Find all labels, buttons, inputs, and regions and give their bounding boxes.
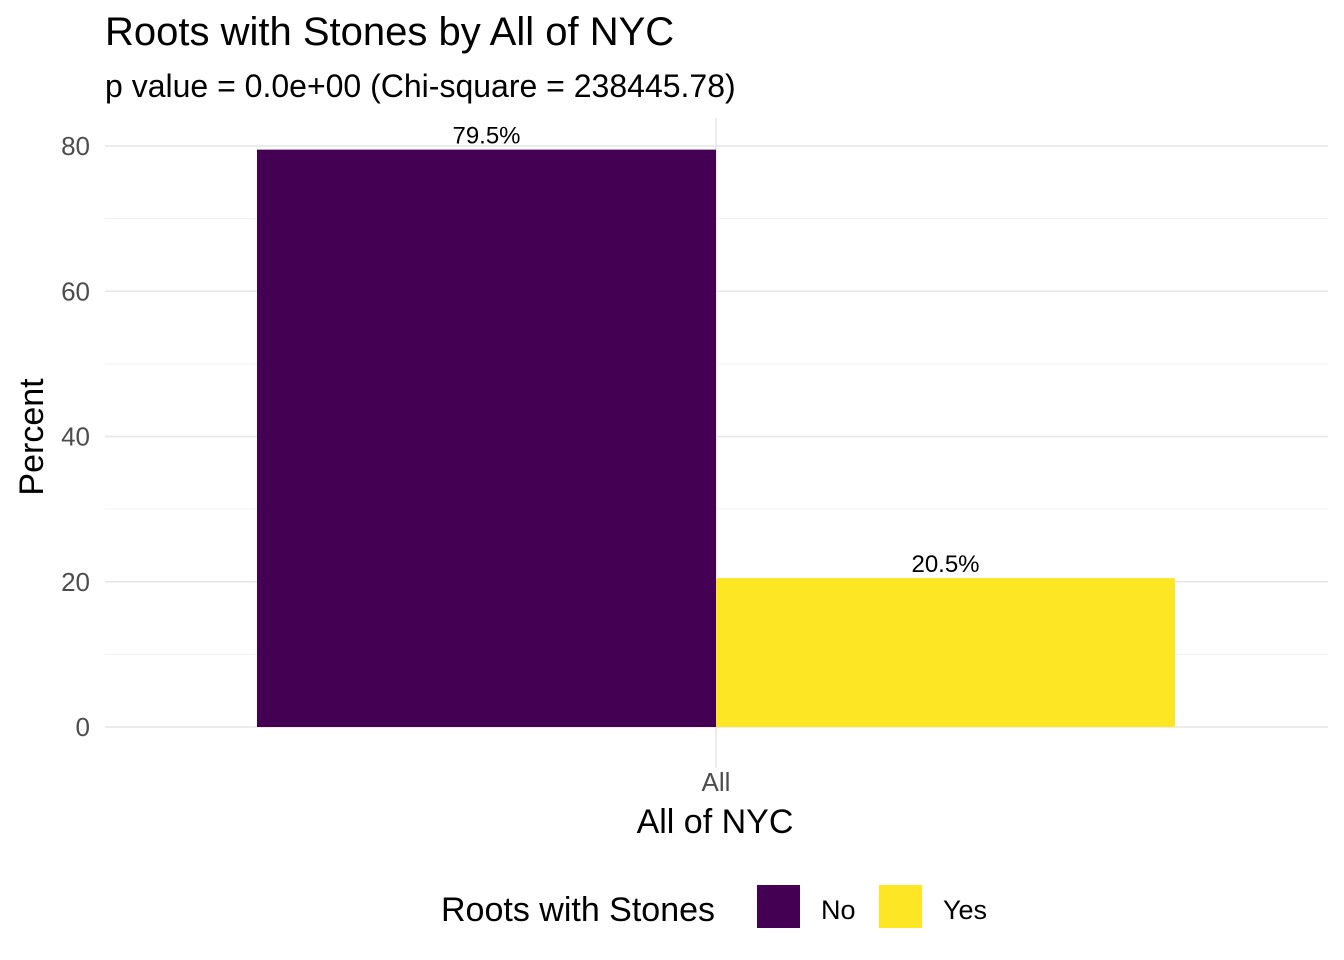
x-axis-title: All of NYC [637, 803, 794, 841]
y-tick-label: 60 [61, 276, 90, 306]
y-tick-label: 80 [61, 131, 90, 161]
y-axis-title: Percent [13, 378, 51, 496]
bar-value-label: 79.5% [452, 123, 520, 150]
bar-value-label: 20.5% [911, 551, 979, 578]
bar-yes [716, 578, 1175, 727]
legend-key-no [757, 885, 800, 928]
x-tick-label: All [702, 767, 731, 797]
chart-title: Roots with Stones by All of NYC [105, 10, 675, 54]
chart-subtitle: p value = 0.0e+00 (Chi-square = 238445.7… [105, 68, 736, 104]
bar-no [257, 149, 716, 728]
y-tick-label: 40 [61, 422, 90, 452]
y-tick-label: 20 [61, 567, 90, 597]
legend-label-yes: Yes [943, 895, 987, 925]
y-tick-label: 0 [76, 712, 90, 742]
legend-label-no: No [821, 895, 856, 925]
y-axis-tick-labels: 0 20 40 60 80 [61, 131, 90, 742]
legend-key-yes [879, 885, 922, 928]
x-axis-tick-labels: All [702, 767, 731, 797]
legend: Roots with Stones No Yes [441, 885, 987, 929]
legend-title: Roots with Stones [441, 891, 715, 929]
bars: 79.5% 20.5% [257, 123, 1175, 728]
